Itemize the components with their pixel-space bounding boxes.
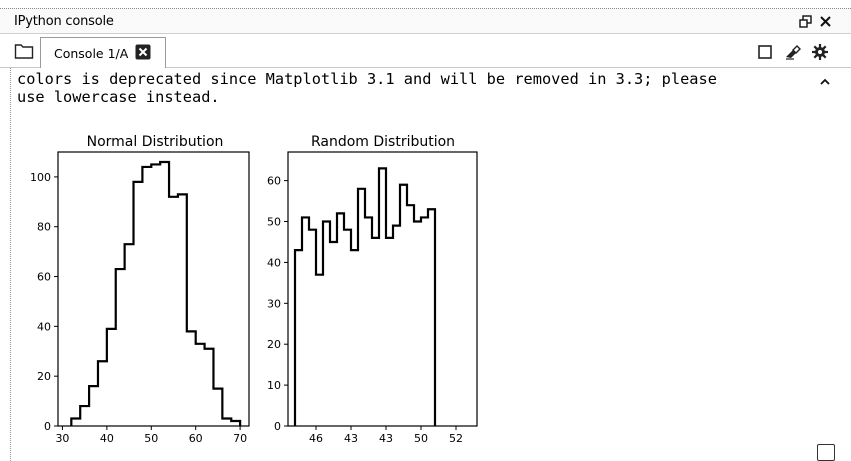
y-tick-label: 100 bbox=[30, 171, 51, 184]
x-tick-label: 52 bbox=[449, 432, 463, 445]
console-output-area[interactable]: colors is deprecated since Matplotlib 3.… bbox=[10, 68, 841, 461]
histogram-step-random bbox=[293, 167, 437, 426]
console-output-line: use lowercase instead. bbox=[17, 88, 220, 106]
y-tick-label: 30 bbox=[267, 297, 281, 310]
histogram-step-normal bbox=[70, 160, 242, 426]
y-tick-label: 20 bbox=[37, 370, 51, 383]
matplotlib-figure: Normal Distribution 30 40 50 60 70 0 20 40 60 80… bbox=[30, 134, 478, 445]
pane-title: IPython console bbox=[14, 14, 114, 29]
gear-icon[interactable] bbox=[811, 43, 829, 61]
x-tick-label: 50 bbox=[414, 432, 428, 445]
y-tick-label: 80 bbox=[37, 221, 51, 234]
y-tick-label: 40 bbox=[267, 256, 281, 269]
x-tick-label: 43 bbox=[379, 432, 393, 445]
stop-square-icon[interactable] bbox=[756, 43, 774, 61]
y-tick-label: 40 bbox=[37, 320, 51, 333]
scroll-up-arrow-icon[interactable] bbox=[819, 72, 831, 85]
y-tick-label: 10 bbox=[267, 379, 281, 392]
y-tick-label: 0 bbox=[274, 420, 281, 433]
y-tick-label: 60 bbox=[267, 175, 281, 188]
x-tick-label: 50 bbox=[144, 432, 158, 445]
tab-label: Console 1/A bbox=[54, 46, 129, 61]
resize-grip-icon[interactable] bbox=[817, 444, 835, 461]
eraser-icon[interactable] bbox=[784, 43, 802, 61]
x-tick-label: 40 bbox=[100, 432, 114, 445]
x-tick-label: 43 bbox=[344, 432, 358, 445]
y-tick-label: 20 bbox=[267, 338, 281, 351]
tab-console-1a[interactable]: Console 1/A bbox=[40, 37, 166, 68]
x-tick-label: 70 bbox=[233, 432, 247, 445]
x-tick-label: 30 bbox=[55, 432, 69, 445]
console-title-bar: IPython console bbox=[0, 8, 851, 34]
folder-icon[interactable] bbox=[14, 42, 34, 60]
x-tick-label: 46 bbox=[309, 432, 323, 445]
close-tab-icon[interactable] bbox=[135, 44, 151, 60]
close-icon[interactable] bbox=[816, 12, 834, 30]
axes-frame-normal bbox=[57, 151, 250, 427]
y-tick-label: 50 bbox=[267, 216, 281, 229]
chart-title-normal: Normal Distribution bbox=[87, 134, 224, 150]
axes-frame-random bbox=[287, 151, 478, 427]
chart-title-random: Random Distribution bbox=[311, 134, 455, 150]
restore-window-icon[interactable] bbox=[796, 12, 814, 30]
console-output-line: colors is deprecated since Matplotlib 3.… bbox=[17, 70, 717, 88]
y-tick-label: 0 bbox=[44, 420, 51, 433]
x-tick-label: 60 bbox=[189, 432, 203, 445]
y-tick-label: 60 bbox=[37, 271, 51, 284]
console-tab-bar: Console 1/A bbox=[0, 34, 851, 68]
